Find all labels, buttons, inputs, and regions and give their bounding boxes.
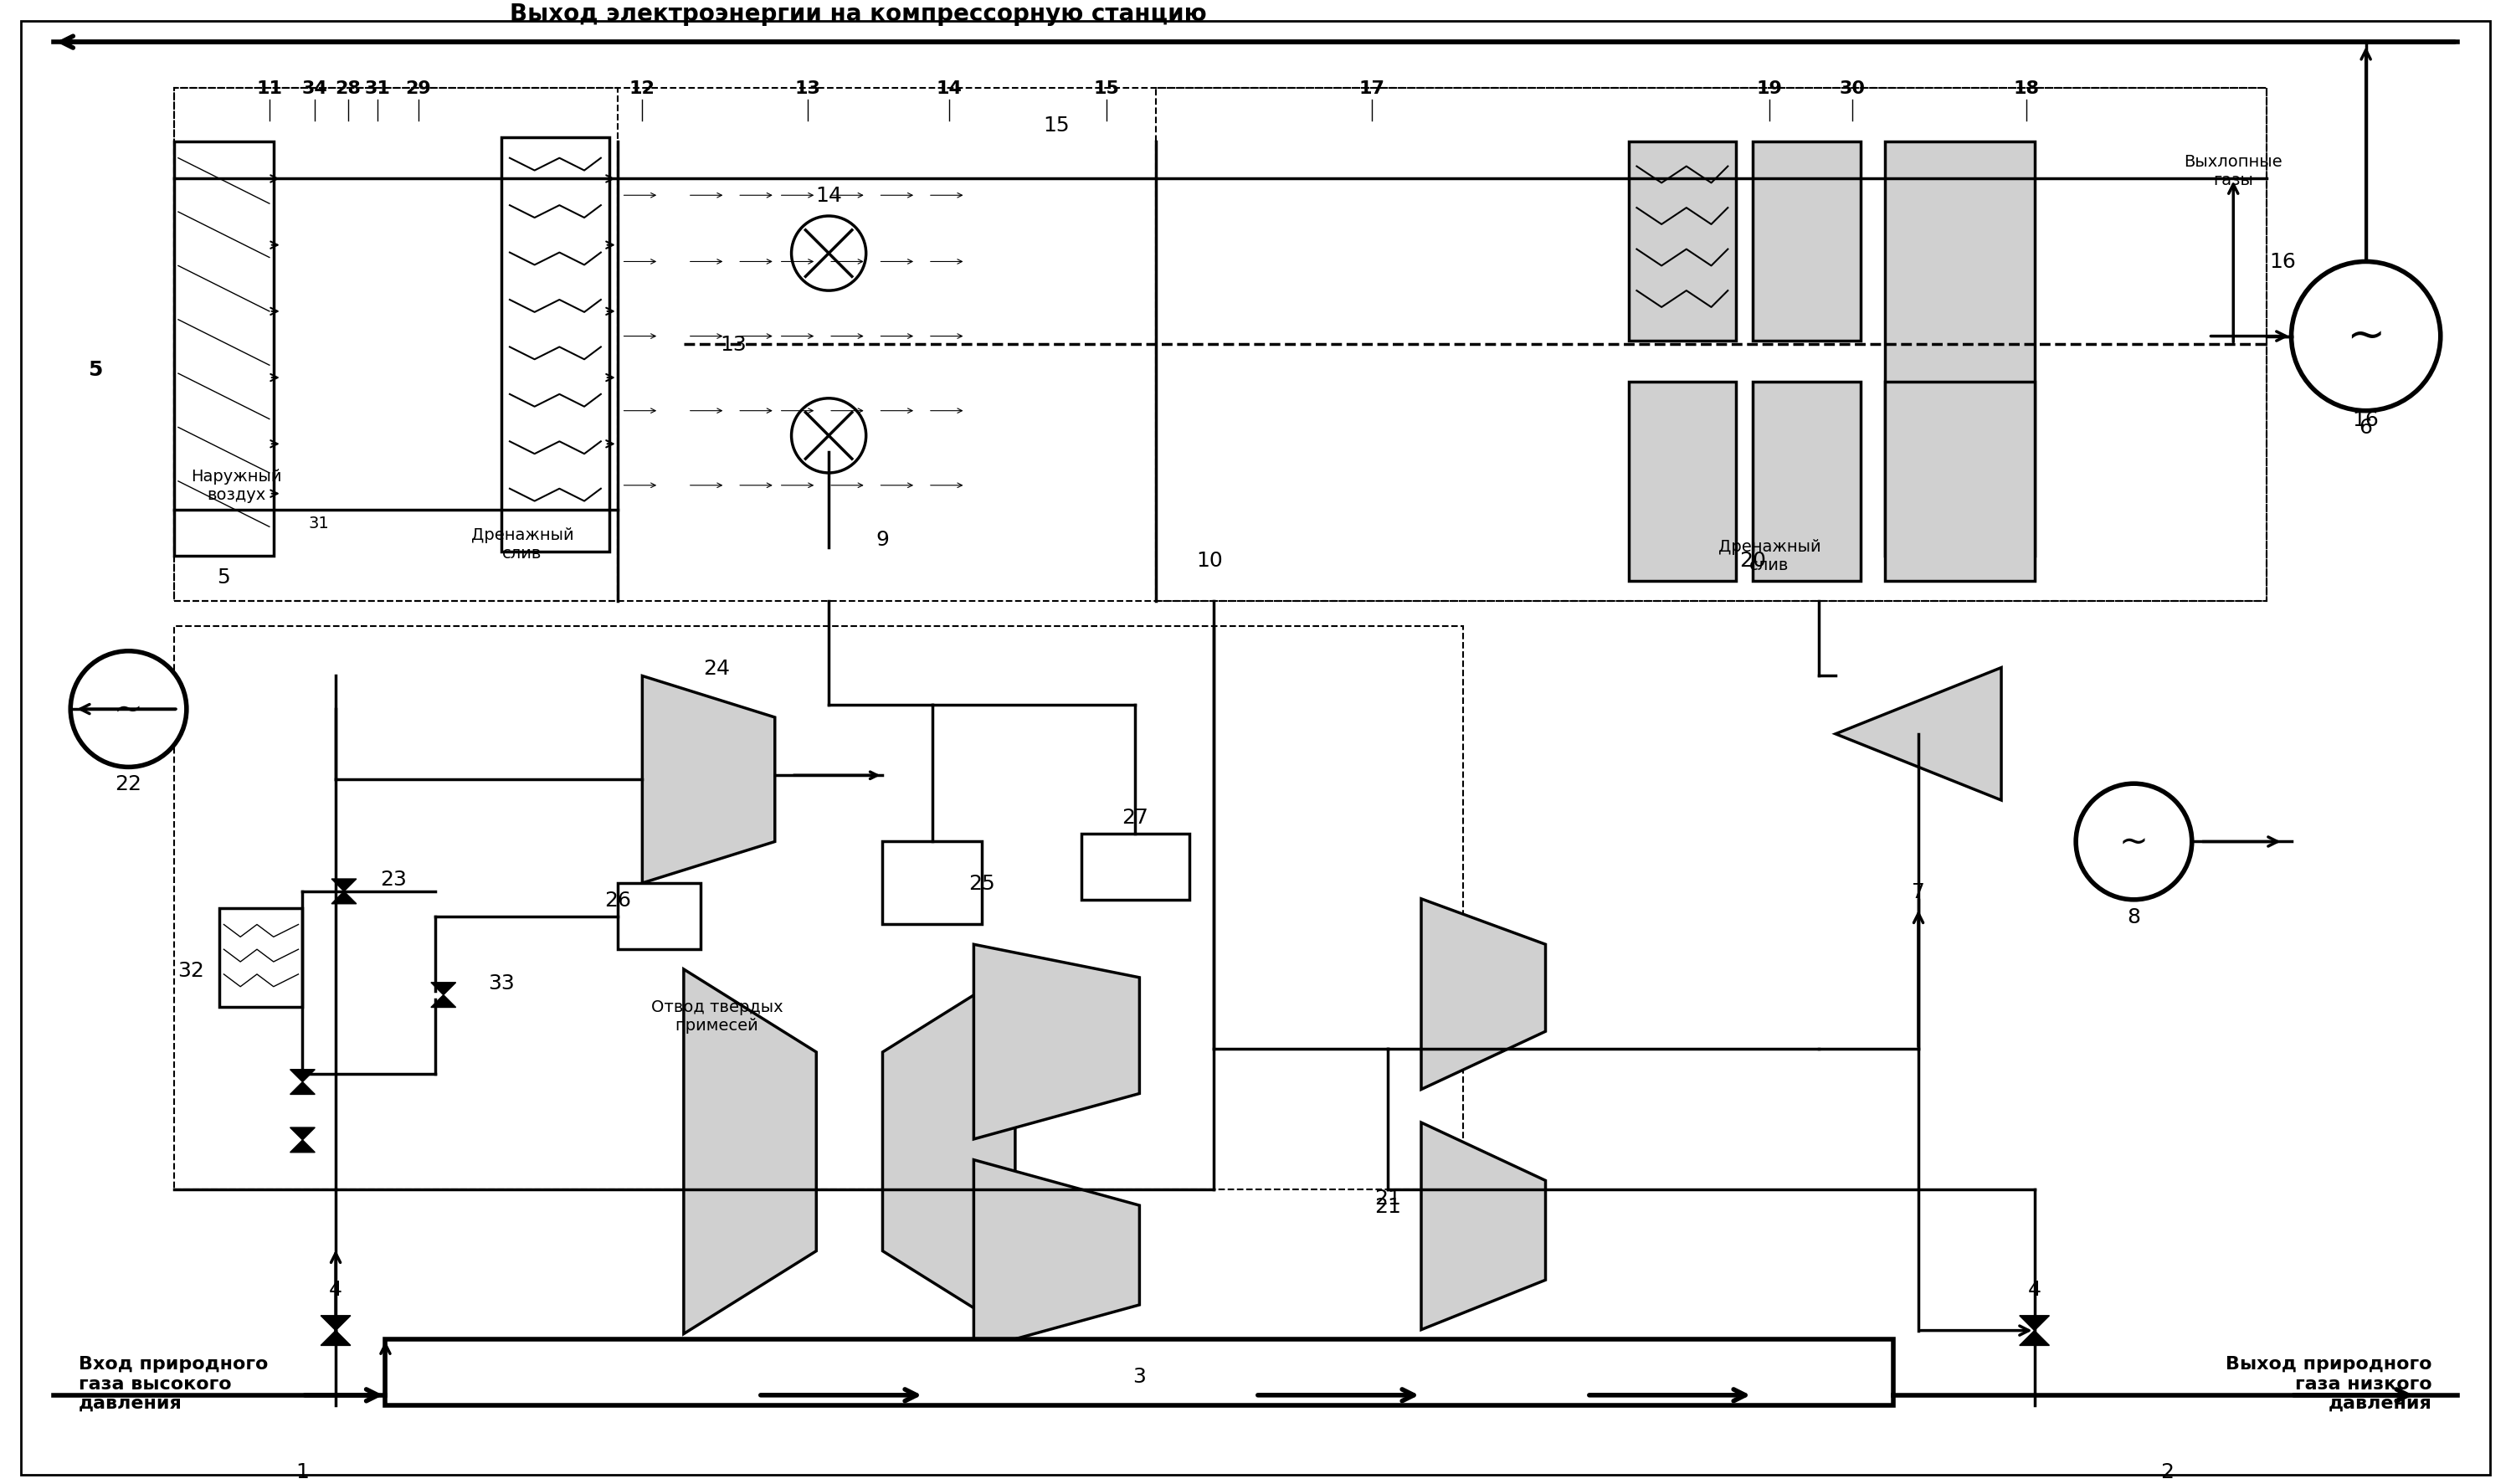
Bar: [1082, 834, 1190, 899]
Text: ~: ~: [2119, 825, 2149, 859]
Polygon shape: [331, 879, 357, 892]
Text: 13: 13: [721, 335, 746, 355]
Circle shape: [2077, 784, 2192, 899]
Text: 26: 26: [605, 890, 630, 910]
Polygon shape: [321, 1316, 352, 1331]
Polygon shape: [291, 1128, 314, 1140]
Text: 27: 27: [1122, 807, 1148, 827]
Text: 5: 5: [218, 567, 231, 588]
Text: 32: 32: [178, 960, 203, 981]
Text: ~: ~: [2345, 315, 2385, 359]
Text: 4: 4: [329, 1279, 341, 1298]
Text: 10: 10: [1198, 551, 1223, 570]
Polygon shape: [432, 982, 457, 996]
Text: 1: 1: [296, 1462, 309, 1481]
Text: 28: 28: [334, 80, 362, 96]
Circle shape: [791, 399, 866, 473]
Text: 17: 17: [1358, 80, 1384, 96]
Text: 14: 14: [816, 186, 841, 206]
Text: 2: 2: [2159, 1462, 2175, 1481]
Text: Выход природного
газа низкого
давления: Выход природного газа низкого давления: [2225, 1355, 2433, 1411]
Polygon shape: [432, 996, 457, 1008]
Polygon shape: [683, 969, 816, 1334]
Polygon shape: [643, 677, 776, 883]
Text: 22: 22: [116, 775, 143, 794]
Bar: [218, 908, 301, 1008]
Circle shape: [791, 217, 866, 291]
Bar: [1886, 383, 2034, 582]
Bar: [173, 89, 2267, 603]
Polygon shape: [331, 892, 357, 904]
Text: 6: 6: [2360, 418, 2373, 438]
Bar: [173, 626, 1464, 1190]
Text: 3: 3: [1132, 1367, 1145, 1386]
Bar: [173, 89, 618, 603]
Text: 24: 24: [703, 657, 731, 678]
Text: 19: 19: [1755, 80, 1783, 96]
Polygon shape: [291, 1070, 314, 1082]
Text: Выход электроэнергии на компрессорную станцию: Выход электроэнергии на компрессорную ст…: [510, 3, 1208, 27]
Text: Дренажный
слив: Дренажный слив: [472, 527, 573, 561]
Polygon shape: [1421, 1123, 1547, 1330]
Bar: [1630, 383, 1735, 582]
Circle shape: [70, 651, 186, 767]
Text: 4: 4: [2029, 1279, 2041, 1298]
Polygon shape: [2019, 1331, 2049, 1346]
Circle shape: [2293, 263, 2441, 411]
Text: 21: 21: [1374, 1196, 1401, 1217]
Polygon shape: [1421, 899, 1547, 1089]
Bar: [502, 138, 610, 552]
Text: 34: 34: [301, 80, 329, 96]
Text: 23: 23: [379, 870, 407, 889]
Text: 16: 16: [2270, 252, 2298, 272]
Text: 7: 7: [1911, 881, 1926, 902]
Bar: [1630, 142, 1735, 341]
Text: 30: 30: [1838, 80, 1866, 96]
Bar: [1753, 142, 1861, 341]
Bar: [881, 841, 982, 925]
Text: 33: 33: [487, 972, 515, 993]
Text: 31: 31: [364, 80, 389, 96]
Bar: [1753, 383, 1861, 582]
Text: Наружный
воздух: Наружный воздух: [191, 469, 281, 503]
Text: 9: 9: [876, 530, 889, 549]
Polygon shape: [1836, 668, 2001, 800]
Text: Выхлопные
газы: Выхлопные газы: [2185, 154, 2282, 188]
Text: 13: 13: [796, 80, 821, 96]
Text: 8: 8: [2127, 907, 2139, 926]
Text: 29: 29: [407, 80, 432, 96]
Text: 21: 21: [1374, 1189, 1401, 1208]
Bar: [173, 142, 274, 556]
Text: 14: 14: [937, 80, 962, 96]
Text: 18: 18: [2014, 80, 2039, 96]
Polygon shape: [291, 1082, 314, 1095]
Text: 11: 11: [256, 80, 281, 96]
Text: 31: 31: [309, 515, 329, 531]
Text: 5: 5: [88, 359, 103, 380]
Text: ~: ~: [113, 692, 143, 727]
Polygon shape: [881, 969, 1014, 1334]
Text: 15: 15: [1092, 80, 1120, 96]
Text: 20: 20: [1740, 551, 1765, 570]
Bar: [1886, 142, 2034, 556]
Bar: [1155, 89, 2267, 603]
Text: Дренажный
слив: Дренажный слив: [1718, 539, 1820, 573]
Text: 25: 25: [969, 873, 994, 893]
Bar: [384, 1339, 1893, 1405]
Text: Отвод твердых
примесей: Отвод твердых примесей: [650, 999, 783, 1033]
Polygon shape: [321, 1331, 352, 1346]
Polygon shape: [974, 945, 1140, 1140]
Text: Вход природного
газа высокого
давления: Вход природного газа высокого давления: [78, 1355, 269, 1411]
Text: 15: 15: [1045, 116, 1070, 135]
Polygon shape: [291, 1140, 314, 1153]
Polygon shape: [2019, 1316, 2049, 1331]
Text: 12: 12: [630, 80, 655, 96]
Text: 16: 16: [2353, 410, 2380, 429]
Polygon shape: [974, 1160, 1140, 1350]
Bar: [618, 883, 701, 950]
